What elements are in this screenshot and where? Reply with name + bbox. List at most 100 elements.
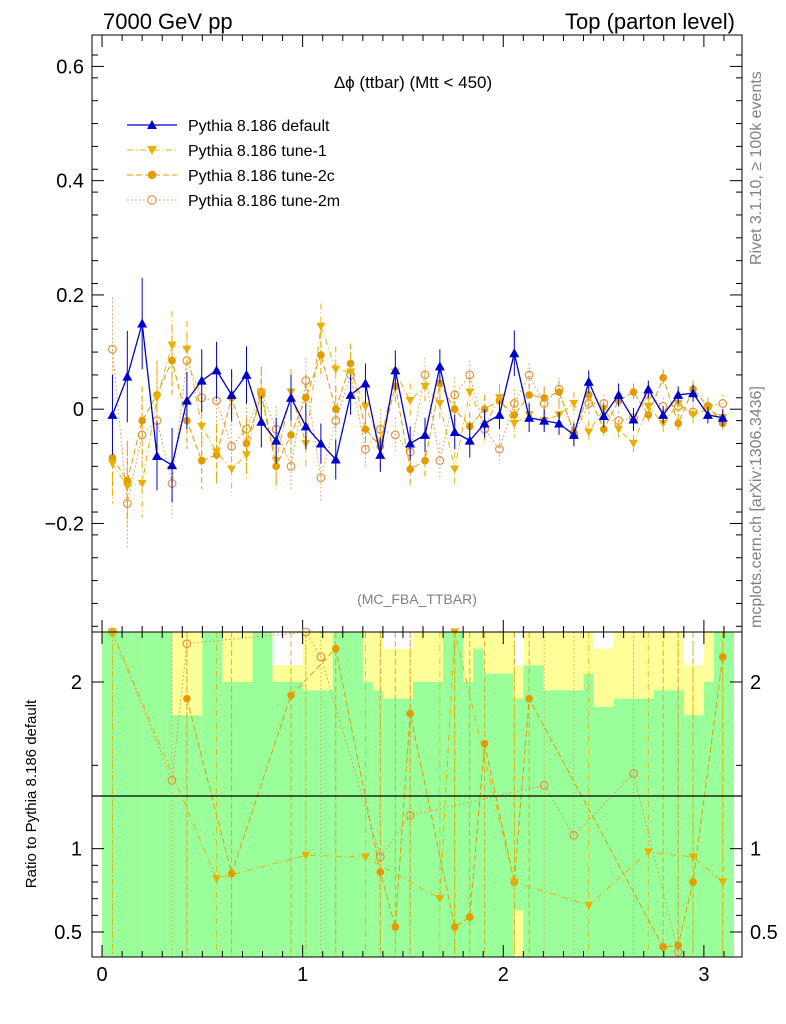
data-point — [330, 454, 341, 464]
data-point — [524, 412, 535, 422]
ratio-point — [391, 923, 400, 931]
green-band-bin — [252, 632, 273, 957]
green-band-bin — [593, 707, 614, 957]
data-point — [688, 411, 698, 420]
data-point — [360, 378, 371, 388]
data-point — [167, 341, 177, 350]
ratio-point — [405, 810, 415, 820]
chart-title: Δϕ (ttbar) (Mtt < 450) — [334, 73, 492, 92]
data-point — [479, 418, 490, 428]
green-band-bin — [523, 665, 544, 957]
ratio-point — [659, 943, 667, 951]
x-tick-label: 3 — [698, 964, 709, 986]
data-point — [137, 318, 148, 328]
data-point — [197, 456, 206, 465]
data-point — [241, 369, 252, 379]
x-tick-labels: 0 1 2 3 — [96, 964, 709, 986]
series-pythia-8-186-default — [107, 277, 728, 503]
ratio-point — [465, 913, 474, 921]
green-band-bin — [272, 682, 303, 957]
green-band-bin — [222, 682, 253, 957]
ratio-point — [360, 853, 370, 862]
green-band-bin — [372, 690, 383, 957]
ratio-point — [643, 848, 653, 857]
data-point — [688, 388, 699, 398]
ratio-y-tick-label-right: 2 — [750, 672, 761, 694]
main-series-layer — [107, 277, 728, 550]
data-point — [658, 409, 669, 419]
y-tick-label: 0.6 — [56, 56, 84, 78]
data-point — [375, 449, 386, 459]
y-tick-label: 0.2 — [56, 285, 84, 307]
y-tick-label: 0 — [73, 399, 84, 421]
data-point — [584, 391, 593, 399]
data-point — [271, 435, 282, 445]
green-band-bin — [412, 682, 444, 957]
green-band-bin — [443, 632, 464, 957]
data-point — [331, 405, 340, 414]
green-band-bin — [703, 682, 714, 957]
data-point — [569, 399, 579, 408]
data-point — [302, 393, 310, 402]
ratio-point — [182, 639, 192, 649]
header-right: Top (parton level) — [565, 9, 735, 34]
data-point — [628, 414, 639, 424]
ratio-point — [212, 875, 222, 884]
data-point — [643, 384, 654, 394]
data-point — [108, 453, 117, 462]
data-point — [405, 438, 416, 448]
ratio-point — [183, 694, 191, 703]
series-pythia-8-186-tune-1 — [107, 303, 728, 527]
data-point — [227, 441, 237, 451]
data-point — [315, 438, 326, 448]
green-band-bin — [653, 690, 684, 957]
x-tick-label: 0 — [96, 964, 107, 986]
ratio-point — [673, 947, 683, 957]
data-point — [331, 365, 341, 374]
ratio-plot-panel: 0.5 0.5 1 1 2 2 Ratio to Pythia 8.186 default — [23, 627, 778, 958]
data-point — [107, 409, 118, 419]
green-band-bin — [102, 632, 133, 957]
green-band-bin — [332, 632, 363, 957]
data-point — [122, 371, 133, 381]
data-point — [495, 444, 504, 454]
data-point — [361, 425, 370, 434]
data-point — [406, 465, 415, 474]
legend-marker — [147, 146, 157, 155]
ratio-point — [406, 709, 415, 718]
data-point — [629, 388, 638, 396]
data-point — [673, 399, 683, 408]
data-point — [168, 356, 176, 365]
data-point — [211, 365, 222, 375]
main-plot-panel: −0.2 0 0.2 0.4 0.6 Δϕ (ttbar) (Mtt < 450) (M… — [45, 34, 743, 633]
green-band-bin — [543, 690, 584, 957]
data-point — [152, 451, 162, 461]
data-point — [107, 459, 117, 468]
ratio-ylabel: Ratio to Pythia 8.186 default — [23, 699, 40, 888]
data-point — [524, 370, 534, 380]
data-point — [509, 348, 520, 358]
data-point — [613, 389, 624, 399]
legend-marker — [147, 120, 157, 129]
main-axes: −0.2 0 0.2 0.4 0.6 — [45, 35, 742, 632]
ratio-point — [227, 869, 236, 878]
data-point — [197, 422, 207, 431]
ratio-series-pythia-8-186-tune-2c — [183, 632, 727, 957]
legend-marker — [147, 195, 157, 205]
analysis-label: (MC_FBA_TTBAR) — [357, 591, 477, 607]
ratio-point — [525, 694, 533, 703]
data-point — [702, 409, 713, 419]
data-point — [509, 419, 519, 428]
data-point — [108, 344, 117, 354]
ratio-point — [718, 878, 728, 887]
data-point — [583, 376, 594, 386]
ratio-y-tick-label-right: 0.5 — [750, 922, 778, 944]
ratio-point — [375, 852, 385, 862]
ratio-bands — [102, 632, 734, 957]
data-point — [256, 416, 267, 426]
ratio-point — [167, 775, 177, 785]
data-point — [494, 409, 505, 419]
data-point — [181, 395, 192, 405]
data-point — [628, 439, 638, 448]
